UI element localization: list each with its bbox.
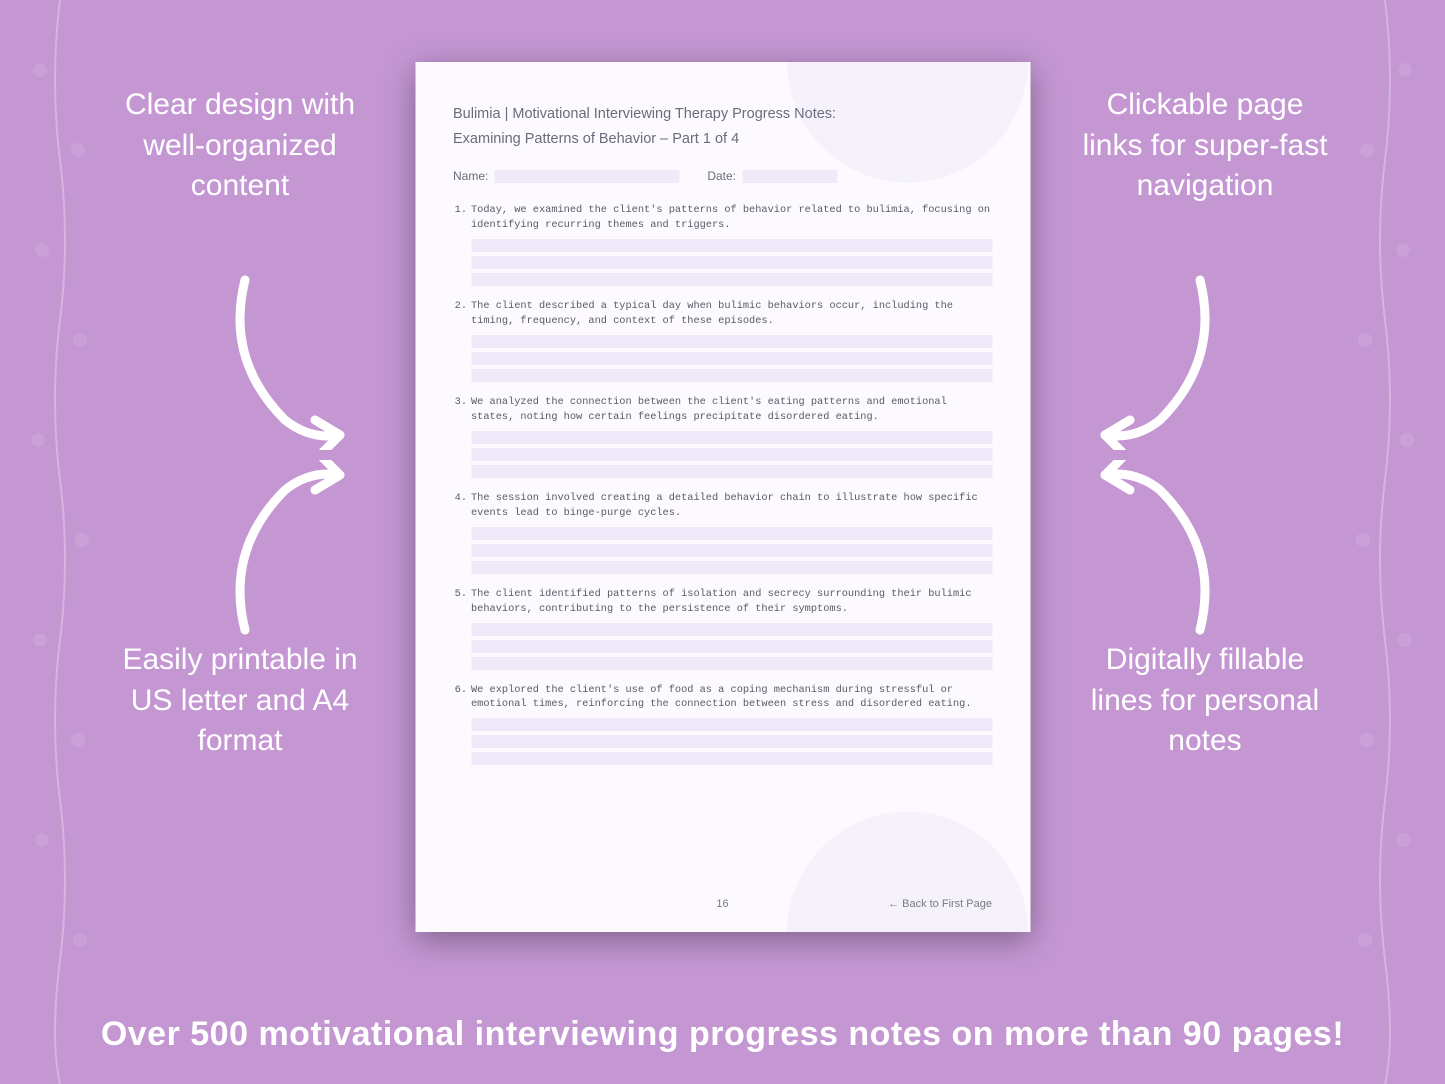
fill-lines	[471, 239, 992, 286]
page-number: 16	[716, 898, 728, 910]
fill-line[interactable]	[471, 752, 992, 765]
name-field: Name:	[453, 169, 679, 183]
fill-line[interactable]	[471, 735, 992, 748]
fill-lines	[471, 335, 992, 382]
fill-line[interactable]	[471, 256, 992, 269]
floral-border-left	[0, 0, 120, 1084]
date-input-blank[interactable]	[742, 170, 837, 183]
list-item: 2.The client described a typical day whe…	[453, 299, 992, 382]
document-title-line2: Examining Patterns of Behavior – Part 1 …	[453, 131, 739, 147]
item-body: The client identified patterns of isolat…	[471, 587, 992, 617]
item-body: We analyzed the connection between the c…	[471, 395, 992, 425]
item-number: 5.	[453, 587, 471, 617]
item-body: Today, we examined the client's patterns…	[471, 203, 992, 233]
item-body: The session involved creating a detailed…	[471, 491, 992, 521]
fill-line[interactable]	[471, 718, 992, 731]
fill-line[interactable]	[471, 352, 992, 365]
fill-line[interactable]	[471, 623, 992, 636]
document-title: Bulimia | Motivational Interviewing Ther…	[453, 102, 992, 151]
fill-lines	[471, 718, 992, 765]
list-item: 4.The session involved creating a detail…	[453, 491, 992, 574]
item-body: The client described a typical day when …	[471, 299, 992, 329]
meta-row: Name: Date:	[453, 169, 992, 183]
fill-line[interactable]	[471, 561, 992, 574]
arrow-bottom-left	[215, 460, 365, 640]
arrow-top-left	[215, 270, 365, 450]
fill-line[interactable]	[471, 273, 992, 286]
item-body: We explored the client's use of food as …	[471, 683, 992, 713]
callout-top-right: Clickable page links for super-fast navi…	[1075, 85, 1335, 207]
fill-lines	[471, 623, 992, 670]
fill-line[interactable]	[471, 465, 992, 478]
arrow-bottom-right	[1080, 460, 1230, 640]
list-item: 6.We explored the client's use of food a…	[453, 683, 992, 766]
document-title-line1: Bulimia | Motivational Interviewing Ther…	[453, 106, 836, 122]
fill-line[interactable]	[471, 448, 992, 461]
bottom-banner: Over 500 motivational interviewing progr…	[0, 1015, 1445, 1054]
item-number: 3.	[453, 395, 471, 425]
fill-line[interactable]	[471, 431, 992, 444]
page-footer: 16 ← Back to First Page	[453, 898, 992, 910]
item-number: 4.	[453, 491, 471, 521]
callout-top-left: Clear design with well-organized content	[110, 85, 370, 207]
floral-border-right	[1325, 0, 1445, 1084]
fill-line[interactable]	[471, 640, 992, 653]
document-page: Bulimia | Motivational Interviewing Ther…	[415, 62, 1030, 932]
callout-bottom-right: Digitally fillable lines for personal no…	[1075, 640, 1335, 762]
item-number: 2.	[453, 299, 471, 329]
callout-bottom-left: Easily printable in US letter and A4 for…	[110, 640, 370, 762]
list-item: 5.The client identified patterns of isol…	[453, 587, 992, 670]
fill-line[interactable]	[471, 239, 992, 252]
arrow-top-right	[1080, 270, 1230, 450]
date-label: Date:	[707, 169, 736, 183]
name-input-blank[interactable]	[494, 170, 679, 183]
fill-line[interactable]	[471, 369, 992, 382]
fill-line[interactable]	[471, 544, 992, 557]
back-to-first-page-link[interactable]: ← Back to First Page	[888, 898, 992, 910]
fill-lines	[471, 527, 992, 574]
fill-line[interactable]	[471, 657, 992, 670]
fill-line[interactable]	[471, 335, 992, 348]
list-item: 1.Today, we examined the client's patter…	[453, 203, 992, 286]
fill-lines	[471, 431, 992, 478]
list-item: 3.We analyzed the connection between the…	[453, 395, 992, 478]
name-label: Name:	[453, 169, 488, 183]
fill-line[interactable]	[471, 527, 992, 540]
item-number: 1.	[453, 203, 471, 233]
item-number: 6.	[453, 683, 471, 713]
items-list: 1.Today, we examined the client's patter…	[453, 203, 992, 765]
date-field: Date:	[707, 169, 837, 183]
